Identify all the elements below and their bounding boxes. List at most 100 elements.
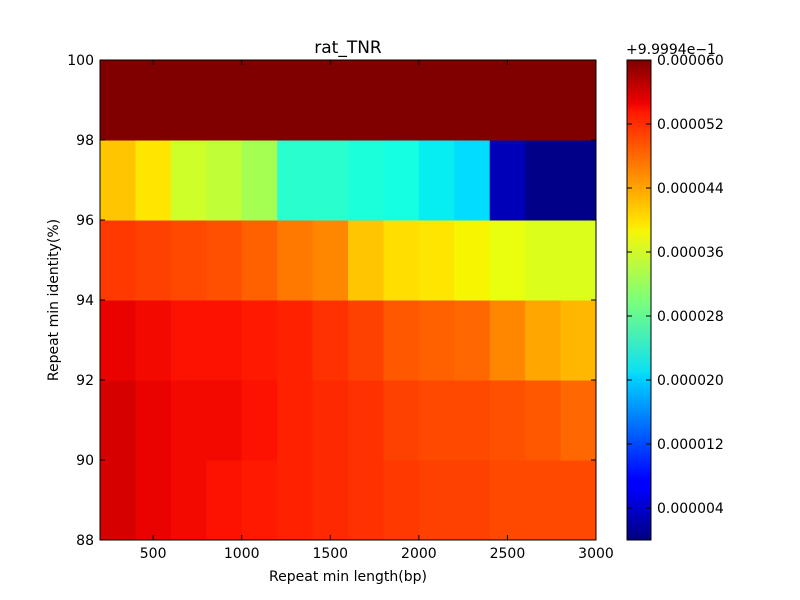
heatmap-cell-r4-c5: [277, 140, 314, 221]
heatmap-cell-r4-c7: [348, 140, 384, 221]
heatmap-cell-r4-c3: [206, 140, 243, 221]
heatmap-cell-r1-c3: [206, 380, 243, 461]
heatmap-cell-r1-c7: [348, 380, 384, 461]
chart-title: rat_TNR: [314, 38, 382, 58]
x-tick-label: 1500: [312, 546, 348, 562]
heatmap-cell-r3-c8: [383, 220, 420, 301]
colorbar-tick-label: 0.000020: [657, 373, 724, 389]
heatmap-cell-r4-c2: [170, 140, 207, 221]
heatmap-cell-r3-c5: [277, 220, 314, 301]
heatmap-cell-r5-c3: [206, 60, 243, 141]
heatmap-cell-r1-c11: [489, 380, 526, 461]
heatmap-cell-r1-c4: [241, 380, 278, 461]
y-axis-label: Repeat min identity(%): [46, 219, 62, 381]
heatmap-cell-r1-c12: [525, 380, 562, 461]
heatmap-cell-r4-c4: [241, 140, 278, 221]
heatmap-cell-r3-c6: [312, 220, 349, 301]
heatmap-cell-r2-c8: [383, 300, 420, 381]
x-tick-label: 1000: [224, 546, 260, 562]
heatmap-cell-r5-c8: [383, 60, 420, 141]
colorbar-tick-label: 0.000028: [657, 309, 724, 325]
heatmap-cell-r2-c4: [241, 300, 278, 381]
heatmap-cell-r5-c10: [454, 60, 491, 141]
heatmap-cell-r2-c9: [418, 300, 455, 381]
heatmap-cell-r4-c6: [312, 140, 349, 221]
heatmap-cell-r3-c9: [418, 220, 455, 301]
heatmap-cell-r4-c13: [560, 140, 597, 221]
heatmap-cell-r1-c2: [170, 380, 207, 461]
x-tick-label: 500: [140, 546, 167, 562]
heatmap-cell-r3-c12: [525, 220, 562, 301]
heatmap-cell-r4-c1: [135, 140, 172, 221]
heatmap-cell-r0-c9: [418, 460, 455, 541]
heatmap-cell-r3-c0: [100, 220, 136, 301]
heatmap-cell-r4-c12: [525, 140, 562, 221]
heatmap-cell-r3-c1: [135, 220, 172, 301]
heatmap-cell-r5-c4: [241, 60, 278, 141]
heatmap-cell-r1-c6: [312, 380, 349, 461]
heatmap-cell-r2-c5: [277, 300, 314, 381]
colorbar-tick-label: 0.000060: [657, 53, 724, 69]
colorbar-tick-label: 0.000036: [657, 245, 724, 261]
heatmap-cell-r0-c10: [454, 460, 491, 541]
heatmap-cell-r5-c0: [100, 60, 136, 141]
y-axis-ticks: 88 90 92 94 96 98 100: [67, 53, 596, 549]
heatmap-cell-r1-c1: [135, 380, 172, 461]
heatmap-cell-r1-c8: [383, 380, 420, 461]
heatmap-cell-r5-c7: [348, 60, 384, 141]
heatmap-cell-r3-c3: [206, 220, 243, 301]
heatmap-cells: [100, 60, 597, 541]
heatmap-cell-r4-c11: [489, 140, 526, 221]
heatmap-cell-r3-c7: [348, 220, 384, 301]
x-axis-label: Repeat min length(bp): [269, 569, 427, 585]
heatmap-cell-r5-c13: [560, 60, 597, 141]
heatmap-cell-r0-c4: [241, 460, 278, 541]
heatmap-cell-r2-c11: [489, 300, 526, 381]
heatmap-cell-r0-c8: [383, 460, 420, 541]
x-tick-label: 2000: [401, 546, 437, 562]
y-tick-label: 88: [76, 533, 94, 549]
heatmap-cell-r2-c1: [135, 300, 172, 381]
heatmap-cell-r2-c3: [206, 300, 243, 381]
y-tick-label: 98: [76, 133, 94, 149]
heatmap-cell-r0-c13: [560, 460, 597, 541]
heatmap-cell-r1-c0: [100, 380, 136, 461]
x-tick-label: 3000: [578, 546, 614, 562]
y-tick-label: 90: [76, 453, 94, 469]
heatmap-cell-r0-c12: [525, 460, 562, 541]
heatmap-cell-r2-c10: [454, 300, 491, 381]
heatmap-cell-r5-c6: [312, 60, 349, 141]
heatmap-cell-r4-c9: [418, 140, 455, 221]
heatmap-cell-r1-c5: [277, 380, 314, 461]
heatmap-cell-r0-c5: [277, 460, 314, 541]
heatmap-cell-r2-c2: [170, 300, 207, 381]
heatmap-cell-r4-c10: [454, 140, 491, 221]
heatmap-cell-r5-c1: [135, 60, 172, 141]
colorbar-tick-label: 0.000004: [657, 501, 724, 517]
heatmap-cell-r3-c2: [170, 220, 207, 301]
heatmap-cell-r2-c6: [312, 300, 349, 381]
heatmap-cell-r3-c4: [241, 220, 278, 301]
heatmap-cell-r1-c9: [418, 380, 455, 461]
heatmap-cell-r0-c1: [135, 460, 172, 541]
y-tick-label: 94: [76, 293, 94, 309]
heatmap-cell-r5-c9: [418, 60, 455, 141]
x-axis-ticks: 500 1000 1500 2000 2500 3000: [140, 60, 614, 562]
heatmap-cell-r0-c0: [100, 460, 136, 541]
heatmap-cell-r5-c12: [525, 60, 562, 141]
heatmap-cell-r3-c11: [489, 220, 526, 301]
x-tick-label: 2500: [490, 546, 526, 562]
heatmap-cell-r3-c10: [454, 220, 491, 301]
colorbar-offset-label: +9.9994e−1: [626, 42, 716, 58]
heatmap-cell-r4-c0: [100, 140, 136, 221]
heatmap-cell-r0-c3: [206, 460, 243, 541]
y-tick-label: 100: [67, 53, 94, 69]
heatmap-cell-r0-c6: [312, 460, 349, 541]
heatmap-cell-r2-c12: [525, 300, 562, 381]
heatmap-cell-r4-c8: [383, 140, 420, 221]
colorbar-tick-label: 0.000052: [657, 117, 724, 133]
heatmap-cell-r1-c10: [454, 380, 491, 461]
heatmap-cell-r2-c13: [560, 300, 597, 381]
heatmap-cell-r0-c2: [170, 460, 207, 541]
